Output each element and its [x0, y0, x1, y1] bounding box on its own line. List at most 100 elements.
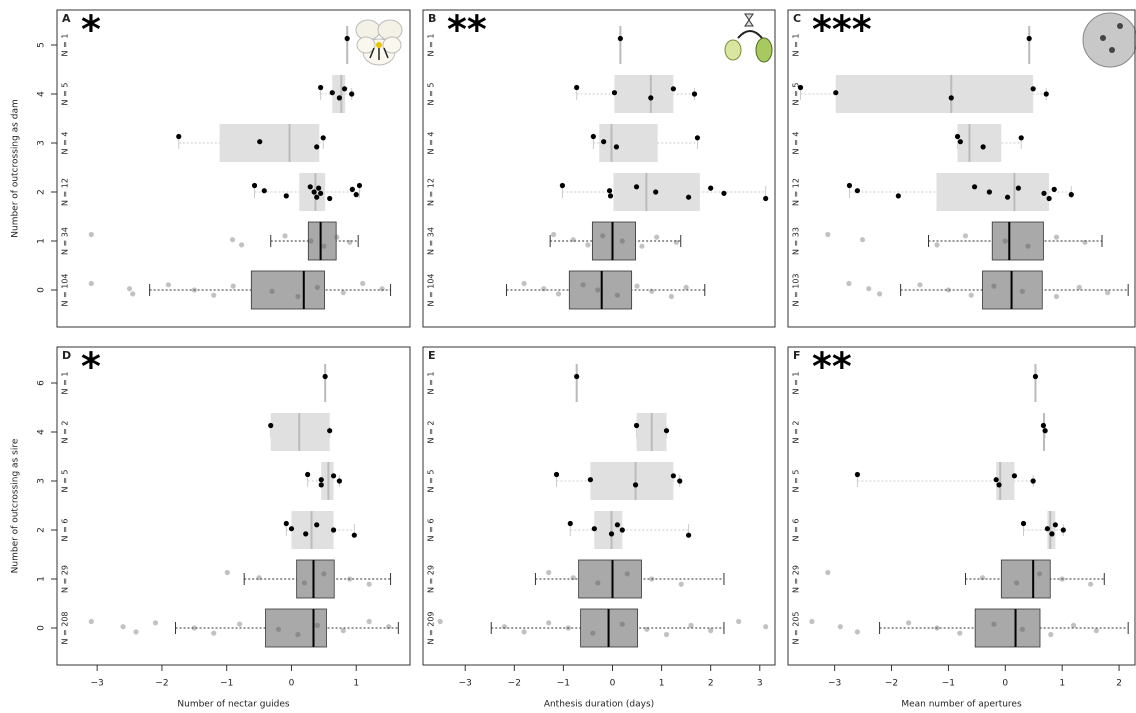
n-label: N = 34 — [61, 227, 70, 255]
data-point — [993, 477, 999, 483]
panel: D * Number of outcrossing as sire Number of… — [11, 345, 411, 710]
n-label: N = 29 — [61, 565, 70, 593]
data-point — [329, 90, 335, 96]
data-point — [238, 242, 245, 248]
n-label: N = 104 — [61, 273, 70, 306]
data-point — [986, 189, 992, 195]
panel: A * Number of outcrossing as dam 0 1 2 3 4 5 N = … — [11, 8, 411, 328]
data-point — [634, 283, 640, 289]
y-tick-label: 0 — [37, 287, 47, 293]
data-point — [1060, 527, 1066, 533]
data-point — [321, 243, 327, 249]
data-point — [570, 237, 576, 243]
data-point — [1015, 185, 1021, 191]
panel-frame — [787, 9, 1136, 328]
box — [594, 511, 623, 549]
significance: ** — [812, 345, 852, 389]
n-label: N = 33 — [792, 227, 801, 255]
data-point — [1041, 190, 1047, 196]
data-point — [311, 189, 317, 195]
data-point — [191, 625, 197, 631]
data-point — [859, 237, 866, 243]
data-point — [295, 631, 301, 638]
data-point — [1093, 628, 1099, 634]
data-point — [1014, 580, 1020, 586]
data-point — [1046, 195, 1052, 202]
data-point — [316, 185, 322, 191]
n-label: N = 34 — [427, 227, 436, 255]
x-tick-label: 1 — [353, 679, 359, 689]
significance: * — [81, 345, 101, 389]
x-tick-label: 0 — [289, 679, 295, 689]
data-point — [613, 144, 620, 150]
data-point — [590, 133, 596, 140]
data-point — [318, 190, 324, 196]
data-point — [1002, 238, 1008, 244]
data-point — [833, 90, 839, 96]
n-label: N = 2 — [792, 421, 801, 444]
n-label: N = 4 — [792, 132, 801, 155]
n-label: N = 1 — [61, 34, 70, 57]
x-tick-label: −1 — [557, 679, 570, 689]
data-point — [1042, 428, 1048, 434]
data-point — [1019, 626, 1025, 632]
data-point — [555, 291, 562, 297]
data-point — [1004, 194, 1011, 200]
x-tick-label: −1 — [220, 679, 233, 689]
box — [590, 462, 674, 500]
y-tick-label: 5 — [37, 42, 47, 48]
data-point — [1076, 284, 1082, 290]
data-point — [600, 233, 606, 239]
x-tick-label: −1 — [942, 679, 955, 689]
data-point — [854, 629, 861, 635]
data-point — [617, 35, 623, 42]
data-point — [673, 239, 679, 245]
data-point — [854, 471, 861, 478]
data-point — [945, 287, 952, 293]
data-point — [694, 135, 701, 141]
n-label: N = 1 — [792, 34, 801, 57]
box — [991, 221, 1044, 261]
data-point — [314, 194, 320, 200]
data-point — [809, 618, 815, 625]
x-axis-label: Number of nectar guides — [177, 700, 290, 710]
data-point — [301, 580, 308, 586]
data-point — [366, 581, 372, 587]
data-point — [437, 618, 443, 625]
x-axis-label: Anthesis duration (days) — [544, 700, 654, 710]
data-point — [825, 569, 831, 576]
data-point — [559, 182, 566, 189]
data-point — [968, 292, 974, 298]
data-point — [619, 527, 625, 533]
data-point — [979, 575, 986, 581]
data-point — [320, 135, 326, 141]
data-point — [670, 86, 676, 92]
data-point — [678, 581, 684, 587]
data-point — [866, 286, 872, 292]
y-tick-label: 3 — [37, 140, 47, 146]
data-point — [980, 144, 986, 150]
y-tick-label: 4 — [37, 91, 47, 97]
data-point — [314, 144, 320, 150]
data-point — [275, 626, 282, 632]
significance: ** — [447, 8, 487, 52]
data-point — [521, 629, 527, 635]
data-point — [595, 287, 601, 293]
data-point — [1030, 478, 1036, 484]
x-tick-label: 0 — [610, 679, 616, 689]
data-point — [614, 522, 621, 528]
y-tick-label: 2 — [37, 527, 47, 533]
n-label: N = 5 — [792, 470, 801, 493]
box — [219, 124, 320, 162]
x-axis-label: Mean number of apertures — [901, 700, 1022, 710]
n-label: N = 5 — [792, 83, 801, 106]
x-tick-label: −3 — [459, 679, 472, 689]
data-point — [344, 35, 350, 42]
x-tick-label: −2 — [885, 679, 898, 689]
y-axis-label: Number of outcrossing as sire — [11, 438, 21, 573]
n-label: N = 4 — [427, 132, 436, 155]
panel-label: A — [62, 12, 71, 25]
n-label: N = 12 — [427, 178, 436, 206]
n-label: N = 5 — [61, 470, 70, 493]
